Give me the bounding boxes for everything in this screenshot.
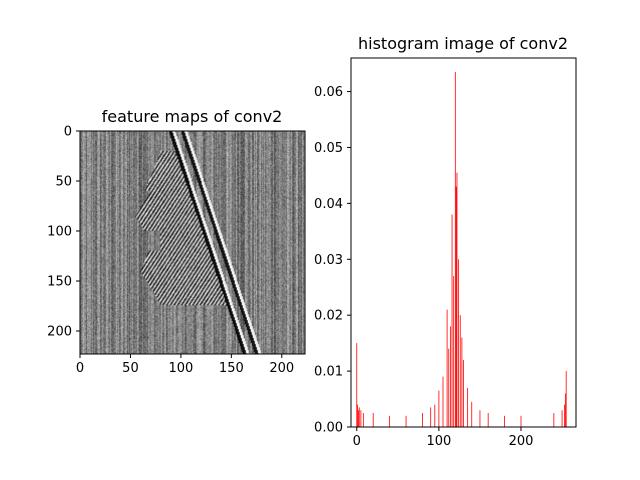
histogram-xtick-label: 100 [426,434,451,449]
histogram-bar [362,413,364,427]
histogram-bar [561,410,563,427]
histogram-bar [455,186,457,427]
histogram-ytick-label: 0.00 [314,421,343,436]
histogram-ytick-label: 0.06 [314,85,343,100]
feature-map-xtick-label: 200 [269,361,294,376]
histogram-bar [449,326,451,427]
feature-map-ytick-label: 150 [47,275,72,290]
histogram-bar [459,315,461,427]
feature-map-frame [79,130,306,355]
histogram-panel: histogram image of conv2 0 100 200 0.00 0.0… [314,34,577,449]
histogram-bar [446,309,448,427]
histogram-bar [487,413,489,427]
feature-map-ytick-label: 50 [55,175,72,190]
histogram-bar [453,276,455,427]
histogram-bar [461,337,463,427]
histogram-ytick-label: 0.05 [314,141,343,156]
histogram-ytick-label: 0.01 [314,365,343,380]
histogram-bar [451,214,453,427]
feature-map-xtick-label: 50 [122,361,139,376]
feature-map-xtick-label: 0 [76,361,84,376]
histogram-frame [350,57,577,428]
histogram-bar [438,390,440,427]
histogram-bar [564,393,566,427]
feature-map-ytick-label: 0 [64,125,72,140]
histogram-bar [360,410,362,427]
histogram-bar [565,371,567,427]
histogram-xtick-label: 200 [509,434,534,449]
feature-map-ytick-label: 200 [47,325,72,340]
feature-map-xtick-label: 100 [168,361,193,376]
histogram-ytick-label: 0.03 [314,253,343,268]
histogram-bar [372,413,374,427]
histogram-bar [564,404,565,427]
histogram-bar [553,413,555,427]
feature-map-ytick-label: 100 [47,225,72,240]
histogram-bar [504,415,505,427]
histogram-bar [467,387,469,427]
histogram-bar [463,359,464,427]
feature-map-title: feature maps of conv2 [102,107,283,126]
histogram-bar [458,259,460,427]
histogram-bar [430,407,432,427]
histogram-bar [448,348,450,427]
histogram-bar [479,410,481,427]
histogram-bar [356,343,358,427]
histogram-bar [358,410,359,427]
histogram-bar [520,415,522,427]
histogram-bar [389,415,391,427]
histogram-ytick-label: 0.04 [314,197,343,212]
histogram-bar [456,172,458,427]
histogram-xtick-label: 0 [353,434,361,449]
histogram-title: histogram image of conv2 [358,34,568,53]
histogram-ytick-label: 0.02 [314,309,343,324]
histogram-bar [454,71,456,428]
feature-map-panel: feature maps of conv2 0 50 100 150 200 0 50 10… [47,107,306,376]
histogram-bar [434,404,436,427]
feature-map-xtick-label: 150 [219,361,244,376]
histogram-bar [471,401,473,427]
histogram-bar [442,376,444,427]
histogram-bar [422,413,423,427]
feature-map-image [80,131,305,354]
histogram-bar [405,415,407,427]
histogram-bar [358,407,360,427]
histogram-bar [357,404,358,427]
